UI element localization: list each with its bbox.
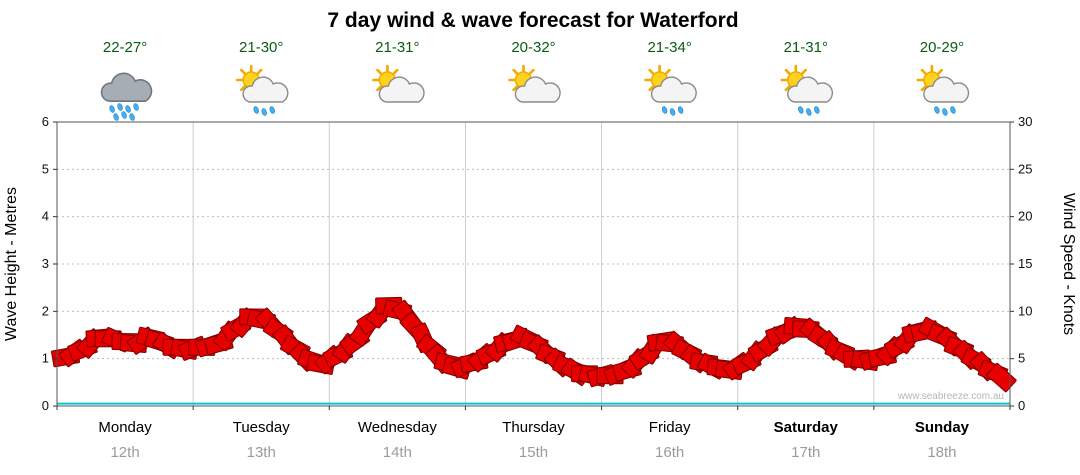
watermark: www.seabreeze.com.au	[897, 391, 1004, 402]
axis-tick-labels: 0 1 2 3 4 5 6 0 5 10 15 20 25 30	[42, 114, 1033, 413]
right-tick-label: 0	[1018, 398, 1025, 413]
cloud-shape	[242, 76, 289, 103]
raindrop-shape	[117, 103, 123, 111]
raindrop-shape	[950, 106, 956, 114]
left-tick-label: 1	[42, 351, 49, 366]
page-title: 7 day wind & wave forecast for Waterford	[327, 9, 738, 32]
right-tick-label: 20	[1018, 209, 1032, 224]
day-date-label: 13th	[247, 444, 276, 461]
day-columns: 22-27° Monday 12th 21-30° Tuesday 13th 21-31° W…	[98, 39, 969, 461]
raindrop-shape	[113, 113, 119, 121]
raindrop-shape	[806, 108, 812, 116]
raindrop-shape	[677, 106, 684, 114]
temperature-range: 20-32°	[511, 39, 555, 56]
day-date-label: 14th	[383, 444, 412, 461]
raindrop-shape	[253, 106, 259, 114]
rain-cloud-icon	[100, 72, 153, 121]
raindrop-shape	[133, 103, 139, 111]
day-date-label: 18th	[927, 444, 956, 461]
temperature-range: 21-31°	[375, 39, 419, 56]
right-tick-label: 25	[1018, 161, 1032, 176]
right-tick-label: 5	[1018, 351, 1025, 366]
day-name-label: Thursday	[502, 419, 565, 436]
day-date-label: 16th	[655, 444, 684, 461]
right-tick-label: 30	[1018, 114, 1032, 129]
cloud-shape	[923, 76, 970, 103]
day-name-label: Saturday	[774, 419, 839, 436]
left-tick-label: 3	[42, 256, 49, 271]
day-date-label: 15th	[519, 444, 548, 461]
left-tick-label: 2	[42, 303, 49, 318]
right-tick-label: 15	[1018, 256, 1032, 271]
cloud-shape	[514, 76, 561, 103]
cloud-shape	[378, 76, 425, 103]
day-name-label: Sunday	[915, 419, 970, 436]
cloud-shape	[100, 72, 153, 102]
sun-cloud-rain-icon	[916, 64, 970, 116]
sun-cloud-rain-icon	[235, 64, 289, 116]
raindrop-shape	[798, 106, 804, 114]
sun-ray	[528, 68, 535, 75]
sun-cloud-icon	[508, 64, 561, 103]
sun-ray	[800, 68, 807, 75]
sun-ray	[392, 68, 399, 75]
temperature-range: 22-27°	[103, 39, 147, 56]
left-tick-label: 4	[42, 209, 49, 224]
sun-ray	[784, 85, 791, 92]
raindrop-shape	[814, 106, 820, 114]
raindrop-shape	[129, 113, 135, 121]
sun-ray	[937, 68, 944, 75]
sun-ray	[240, 68, 247, 75]
raindrop-shape	[125, 105, 131, 113]
sun-cloud-rain-icon	[780, 64, 834, 116]
wind-arrow	[986, 362, 1017, 393]
raindrop-shape	[261, 108, 267, 116]
temperature-range: 20-29°	[920, 39, 964, 56]
temperature-range: 21-30°	[239, 39, 283, 56]
sun-ray	[920, 68, 927, 75]
right-tick-label: 10	[1018, 303, 1032, 318]
sun-ray	[664, 68, 671, 75]
temperature-range: 21-34°	[647, 39, 691, 56]
sun-ray	[648, 68, 655, 75]
day-name-label: Wednesday	[358, 419, 437, 436]
cloud-shape	[787, 76, 834, 103]
raindrop-shape	[934, 106, 940, 114]
day-date-label: 17th	[791, 444, 820, 461]
axis-ticks	[53, 121, 1014, 410]
wind-arrows-series	[50, 296, 1017, 393]
sun-cloud-icon	[372, 64, 425, 103]
left-tick-label: 6	[42, 114, 49, 129]
raindrop-shape	[669, 108, 676, 116]
sun-ray	[512, 68, 519, 75]
day-name-label: Monday	[98, 419, 152, 436]
right-axis-title: Wind Speed - Knots	[1060, 193, 1077, 335]
sun-ray	[240, 85, 247, 92]
sun-ray	[784, 68, 791, 75]
sun-ray	[920, 85, 927, 92]
raindrop-shape	[942, 108, 948, 116]
raindrop-shape	[661, 106, 668, 114]
left-axis-title: Wave Height - Metres	[3, 187, 20, 341]
raindrop-shape	[269, 106, 275, 114]
left-tick-label: 0	[42, 398, 49, 413]
sun-ray	[376, 85, 383, 92]
cloud-shape	[650, 76, 697, 103]
raindrop-shape	[109, 105, 115, 113]
sun-ray	[376, 68, 383, 75]
sun-ray	[648, 85, 655, 92]
day-name-label: Friday	[649, 419, 691, 436]
sun-ray	[512, 85, 519, 92]
left-tick-label: 5	[42, 161, 49, 176]
sun-ray	[256, 68, 263, 75]
temperature-range: 21-31°	[784, 39, 828, 56]
day-name-label: Tuesday	[233, 419, 290, 436]
sun-cloud-rain-icon	[644, 64, 697, 116]
raindrop-shape	[121, 111, 127, 119]
day-date-label: 12th	[110, 444, 139, 461]
